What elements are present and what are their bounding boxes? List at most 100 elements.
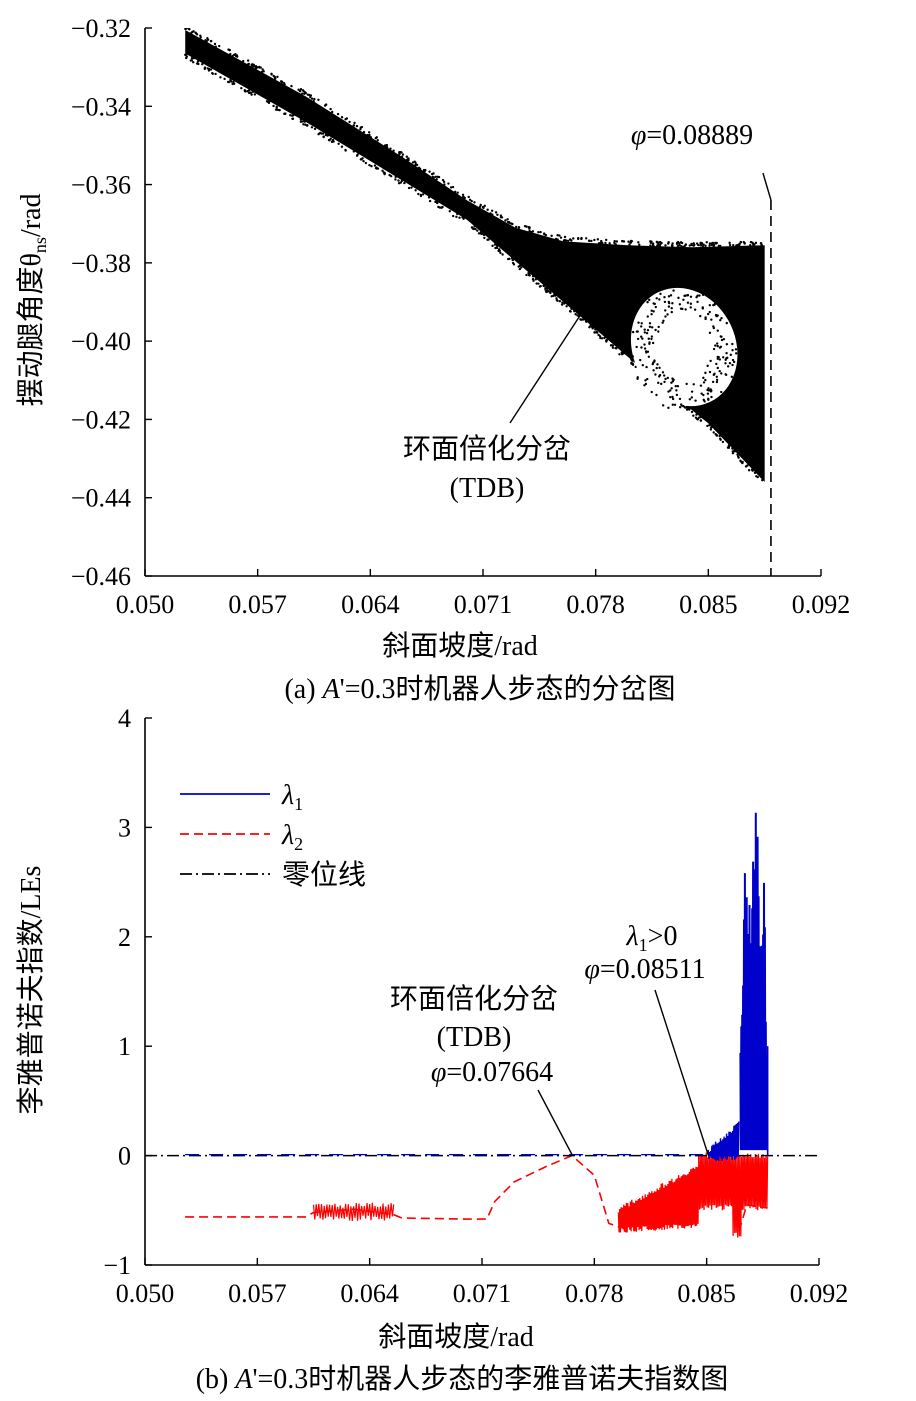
chart-a-point <box>664 309 667 312</box>
chart-a-annotation-phi: φ=0.08889 <box>631 120 753 151</box>
chart-a-point <box>438 206 441 209</box>
chart-a-point <box>196 60 200 63</box>
chart-a-point <box>331 110 334 114</box>
chart-a-point <box>706 392 710 395</box>
chart-a-point <box>655 297 658 300</box>
chart-a-y-tick-label: −0.36 <box>71 171 131 200</box>
chart-a-point <box>639 358 642 362</box>
chart-a-point <box>414 164 417 167</box>
chart-a-point <box>570 307 573 310</box>
chart-a-point <box>599 242 602 245</box>
chart-a-point <box>690 396 693 399</box>
chart-a-point <box>476 229 479 232</box>
chart-a-point <box>214 45 217 48</box>
chart-a-point <box>691 284 695 288</box>
chart-a-point <box>211 71 214 75</box>
chart-a-point <box>563 235 567 239</box>
chart-a-point <box>712 347 716 351</box>
chart-a-point <box>385 145 388 148</box>
chart-b-x-tick-label: 0.057 <box>228 1279 287 1308</box>
chart-a-point <box>708 310 711 314</box>
chart-a-point <box>504 219 507 222</box>
chart-a-point <box>611 346 615 349</box>
chart-a-point <box>456 191 459 194</box>
chart-a-point <box>527 273 531 277</box>
chart-a-point <box>705 241 708 244</box>
chart-a-point <box>659 292 662 296</box>
chart-a-point <box>227 48 230 51</box>
chart-a-point <box>322 135 325 138</box>
chart-a-point <box>658 366 661 370</box>
chart-a-point <box>362 159 365 163</box>
chart-a-point <box>201 62 204 66</box>
chart-a-point <box>648 341 651 344</box>
chart-a-point <box>694 416 698 419</box>
chart-a-point <box>572 237 575 240</box>
chart-a-point <box>496 213 499 217</box>
chart-a-point <box>594 328 597 331</box>
chart-a-point <box>644 350 648 353</box>
chart-a-point <box>652 369 655 372</box>
chart-a-point <box>214 72 217 76</box>
chart-b-leader-tdb <box>537 1089 574 1156</box>
chart-a-point <box>715 362 718 366</box>
chart-a-point <box>627 240 630 243</box>
chart-a-point <box>703 400 706 403</box>
chart-a-point <box>247 91 251 95</box>
chart-a-point <box>699 419 703 422</box>
chart-a-point <box>708 423 711 427</box>
chart-a-point <box>708 242 712 245</box>
chart-b-annotation-phi2: φ=0.07664 <box>431 1057 553 1088</box>
chart-a-point <box>650 337 653 341</box>
chart-b-annotation-lambda1: λ1>0 <box>626 921 678 955</box>
chart-a-point <box>555 298 558 302</box>
chart-a-xlabel: 斜面坡度/rad <box>382 630 538 662</box>
chart-a-point <box>731 342 734 346</box>
chart-a-point <box>517 225 521 229</box>
chart-a-point <box>704 378 707 382</box>
chart-a-point <box>728 361 732 365</box>
chart-a-point <box>614 346 617 350</box>
chart-a-point <box>247 62 251 66</box>
chart-a-annotation-tdb: 环面倍化分岔 <box>403 433 571 465</box>
chart-a-point <box>636 337 640 341</box>
chart-a-point <box>671 403 674 406</box>
chart-a-point <box>689 302 693 305</box>
chart-a-point <box>641 337 644 340</box>
chart-a-point <box>302 90 305 93</box>
chart-a-point <box>724 362 727 365</box>
chart-a-point <box>719 318 722 322</box>
chart-a-point <box>640 335 643 338</box>
chart-a-point <box>685 382 688 386</box>
chart-a-point <box>731 450 734 453</box>
chart-a-point <box>699 384 703 387</box>
chart-a-point <box>370 165 373 168</box>
chart-a-point <box>253 65 256 68</box>
chart-a-point <box>759 242 763 245</box>
chart-a-point <box>676 245 680 248</box>
chart-a-point <box>708 304 712 307</box>
chart-a-point <box>565 305 568 308</box>
chart-a-point <box>317 98 320 101</box>
chart-a-point <box>731 358 735 362</box>
chart-a-point <box>686 301 690 304</box>
chart-a-point <box>702 376 705 380</box>
chart-a-point <box>276 75 279 79</box>
chart-a-point <box>695 413 698 416</box>
chart-a-point <box>718 358 722 361</box>
chart-a-point <box>274 77 277 80</box>
chart-a-point <box>655 366 658 370</box>
chart-a-point <box>710 318 713 321</box>
chart-a-point <box>539 230 542 234</box>
chart-a-point <box>615 240 619 243</box>
chart-a-point <box>517 265 520 268</box>
chart-a-point <box>666 313 669 316</box>
chart-a-point <box>661 321 664 324</box>
chart-a-point <box>398 152 401 156</box>
chart-a-point <box>643 328 646 331</box>
chart-a-point <box>310 126 314 129</box>
chart-a-point <box>678 406 682 409</box>
chart-a-point <box>682 245 685 248</box>
chart-a-point <box>716 344 719 348</box>
chart-a-point <box>453 190 457 194</box>
